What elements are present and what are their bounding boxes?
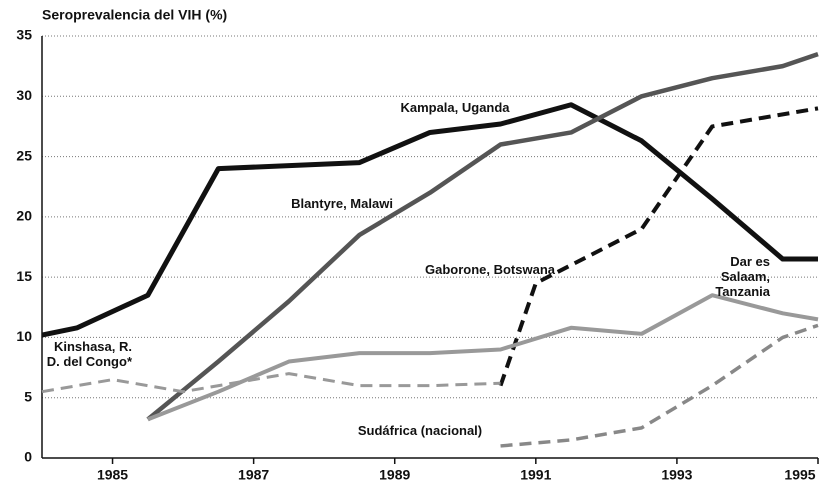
- series-label: Kampala, Uganda: [400, 100, 510, 115]
- y-tick-label: 35: [16, 27, 32, 43]
- series-line: [147, 293, 819, 422]
- y-tick-label: 20: [16, 208, 32, 224]
- y-tick-label: 30: [16, 87, 32, 103]
- series-line: [41, 372, 501, 394]
- y-tick-label: 5: [24, 388, 32, 404]
- x-tick-label: 1991: [520, 467, 551, 483]
- x-tick-label: 1995: [784, 467, 815, 483]
- series-line: [500, 323, 819, 448]
- y-tick-label: 15: [16, 268, 32, 284]
- series-label: Blantyre, Malawi: [291, 196, 393, 211]
- series-label: Kinshasa, R. D. del Congo*: [46, 339, 132, 369]
- series-line: [41, 102, 818, 338]
- x-tick-label: 1985: [97, 467, 128, 483]
- y-tick-label: 10: [16, 328, 32, 344]
- series-line: [146, 51, 819, 422]
- y-tick-label: 25: [16, 147, 32, 163]
- series-line: [498, 106, 819, 387]
- x-tick-label: 1987: [238, 467, 269, 483]
- chart-title: Seroprevalencia del VIH (%): [42, 7, 227, 23]
- series-label: Dar es Salaam, Tanzania: [715, 254, 770, 299]
- series-label: Gaborone, Botswana: [424, 262, 556, 277]
- x-tick-label: 1993: [661, 467, 692, 483]
- x-tick-label: 1989: [379, 467, 410, 483]
- y-tick-label: 0: [24, 449, 32, 465]
- series-label: Sudáfrica (nacional): [357, 423, 483, 438]
